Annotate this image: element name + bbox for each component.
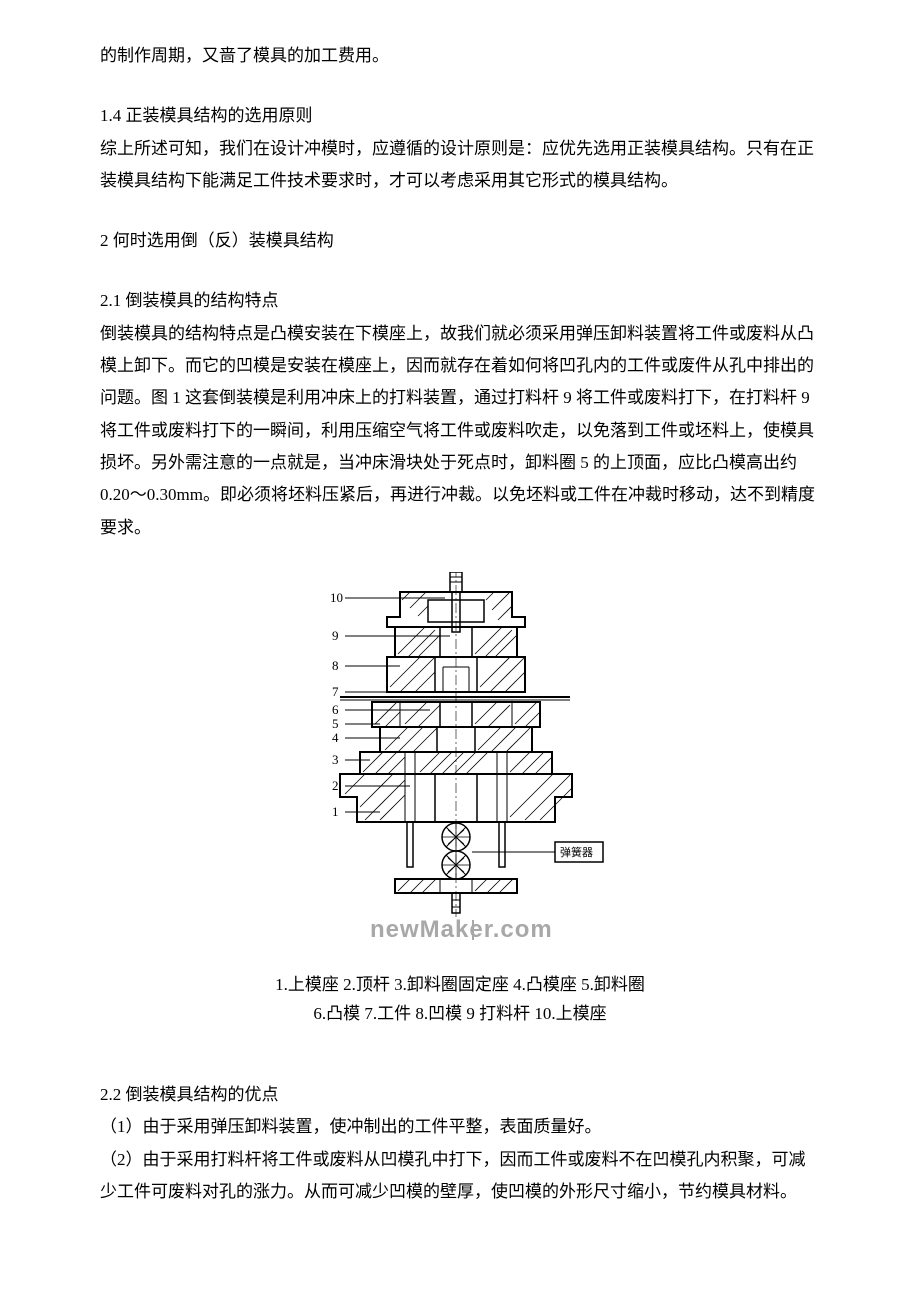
label-1: 1 <box>332 804 339 819</box>
point-1: （1）由于采用弹压卸料装置，使冲制出的工件平整，表面质量好。 <box>100 1111 820 1143</box>
caption-line1: 1.上模座 2.顶杆 3.卸料圈固定座 4.凸模座 5.卸料圈 <box>100 971 820 1000</box>
watermark-text: newMaker.com <box>370 916 553 943</box>
heading-2-1: 2.1 倒装模具的结构特点 <box>100 285 820 317</box>
heading-1-4: 1.4 正装模具结构的选用原则 <box>100 100 820 132</box>
label-10: 10 <box>330 590 343 605</box>
figure-1: 10 9 8 7 6 5 4 3 2 1 <box>100 572 820 963</box>
heading-2: 2 何时选用倒（反）装模具结构 <box>100 225 820 257</box>
label-8: 8 <box>332 658 339 673</box>
label-3: 3 <box>332 752 339 767</box>
label-5: 5 <box>332 716 339 731</box>
label-6: 6 <box>332 702 339 717</box>
mold-diagram: 10 9 8 7 6 5 4 3 2 1 <box>280 572 640 952</box>
label-9: 9 <box>332 628 339 643</box>
point-2: （2）由于采用打料杆将工件或废料从凹模孔中打下，因而工件或废料不在凹模孔内积聚，… <box>100 1144 820 1209</box>
content-2-1: 倒装模具的结构特点是凸模安装在下模座上，故我们就必须采用弹压卸料装置将工件或废料… <box>100 318 820 544</box>
heading-2-2: 2.2 倒装模具结构的优点 <box>100 1079 820 1111</box>
label-4: 4 <box>332 730 339 745</box>
caption-line2: 6.凸模 7.工件 8.凹模 9 打料杆 10.上模座 <box>100 1000 820 1029</box>
label-2: 2 <box>332 778 339 793</box>
intro-text: 的制作周期，又啬了模具的加工费用。 <box>100 40 820 72</box>
figure-caption: 1.上模座 2.顶杆 3.卸料圈固定座 4.凸模座 5.卸料圈 6.凸模 7.工… <box>100 971 820 1029</box>
spring-label: 弹簧器 <box>560 845 593 859</box>
content-1-4: 综上所述可知，我们在设计冲模时，应遵循的设计原则是：应优先选用正装模具结构。只有… <box>100 133 820 198</box>
label-7: 7 <box>332 684 339 699</box>
